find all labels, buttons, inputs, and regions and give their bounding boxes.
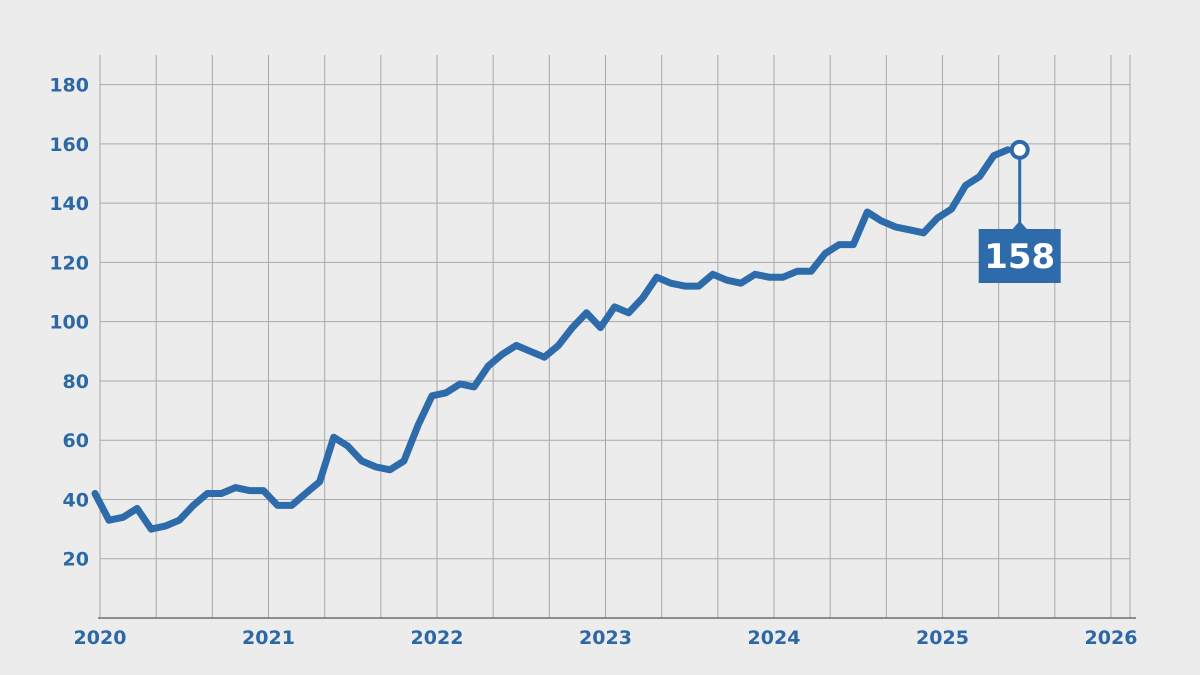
- data-point: [878, 218, 884, 224]
- end-point-marker: [1009, 139, 1030, 160]
- x-tick-label: 2020: [74, 627, 127, 649]
- data-point: [401, 458, 407, 464]
- x-tick-label: 2024: [748, 627, 801, 649]
- data-point: [176, 517, 182, 523]
- data-point: [457, 381, 463, 387]
- x-tick-label: 2025: [916, 627, 969, 649]
- data-point: [317, 479, 323, 485]
- data-point: [246, 488, 252, 494]
- data-point: [766, 274, 772, 280]
- callout-box: [978, 229, 1061, 283]
- y-tick-label: 80: [63, 371, 89, 393]
- data-point: [261, 488, 267, 494]
- data-point: [612, 304, 618, 310]
- data-point: [148, 526, 154, 532]
- x-tick-label: 2022: [411, 627, 464, 649]
- data-point: [541, 354, 547, 360]
- data-point: [780, 274, 786, 280]
- x-tick-label: 2026: [1085, 627, 1138, 649]
- data-point: [920, 230, 926, 236]
- data-point: [120, 514, 126, 520]
- data-point: [935, 215, 941, 221]
- y-tick-label: 120: [49, 252, 89, 274]
- data-point: [555, 342, 561, 348]
- data-point: [331, 434, 337, 440]
- series-line: [91, 146, 1012, 533]
- data-point: [724, 277, 730, 283]
- data-point: [906, 227, 912, 233]
- data-point: [892, 224, 898, 230]
- data-point: [162, 523, 168, 529]
- data-point: [106, 517, 112, 523]
- data-point: [373, 464, 379, 470]
- data-point: [808, 268, 814, 274]
- data-point: [527, 348, 533, 354]
- data-point: [387, 467, 393, 473]
- data-point: [303, 491, 309, 497]
- data-point: [640, 295, 646, 301]
- y-tick-label: 180: [49, 75, 89, 97]
- data-point: [738, 280, 744, 286]
- grid: [99, 55, 1131, 618]
- callout-notch: [1011, 221, 1028, 230]
- data-point: [696, 283, 702, 289]
- callout-label: 158: [984, 237, 1055, 277]
- data-point: [710, 271, 716, 277]
- data-point: [485, 363, 491, 369]
- value-callout: 158: [978, 139, 1061, 283]
- data-point: [359, 458, 365, 464]
- data-point: [569, 325, 575, 331]
- data-point: [668, 280, 674, 286]
- y-tick-label: 140: [49, 193, 89, 215]
- data-point: [443, 390, 449, 396]
- y-tick-label: 20: [63, 549, 89, 571]
- data-point: [429, 393, 435, 399]
- data-point: [682, 283, 688, 289]
- data-point: [963, 182, 969, 188]
- y-tick-label: 160: [49, 134, 89, 156]
- data-point: [345, 443, 351, 449]
- data-point: [415, 422, 421, 428]
- series-points: [92, 147, 1011, 532]
- data-point: [275, 502, 281, 508]
- data-point: [190, 502, 196, 508]
- data-point: [864, 209, 870, 215]
- data-point: [204, 491, 210, 497]
- data-point: [822, 251, 828, 257]
- data-point: [232, 485, 238, 491]
- data-point: [991, 153, 997, 159]
- data-point: [598, 325, 604, 331]
- data-point: [654, 274, 660, 280]
- x-tick-label: 2023: [579, 627, 632, 649]
- data-point: [134, 505, 140, 511]
- data-point: [218, 491, 224, 497]
- data-point: [499, 351, 505, 357]
- data-point: [471, 384, 477, 390]
- data-point: [949, 206, 955, 212]
- y-tick-label: 40: [63, 489, 89, 511]
- x-axis-labels: 2020 2021 2022 2023 2024 2025 2026: [74, 627, 1138, 649]
- data-point: [92, 491, 98, 497]
- x-tick-label: 2021: [242, 627, 295, 649]
- data-point: [626, 310, 632, 316]
- data-point: [836, 242, 842, 248]
- data-point: [289, 502, 295, 508]
- y-tick-label: 100: [49, 312, 89, 334]
- y-axis-labels: 20 40 60 80 100 120 140 160 180: [49, 75, 89, 571]
- data-point: [977, 173, 983, 179]
- data-point: [850, 242, 856, 248]
- data-point: [752, 271, 758, 277]
- data-point: [794, 268, 800, 274]
- data-point: [583, 310, 589, 316]
- data-point: [513, 342, 519, 348]
- y-tick-label: 60: [63, 430, 89, 452]
